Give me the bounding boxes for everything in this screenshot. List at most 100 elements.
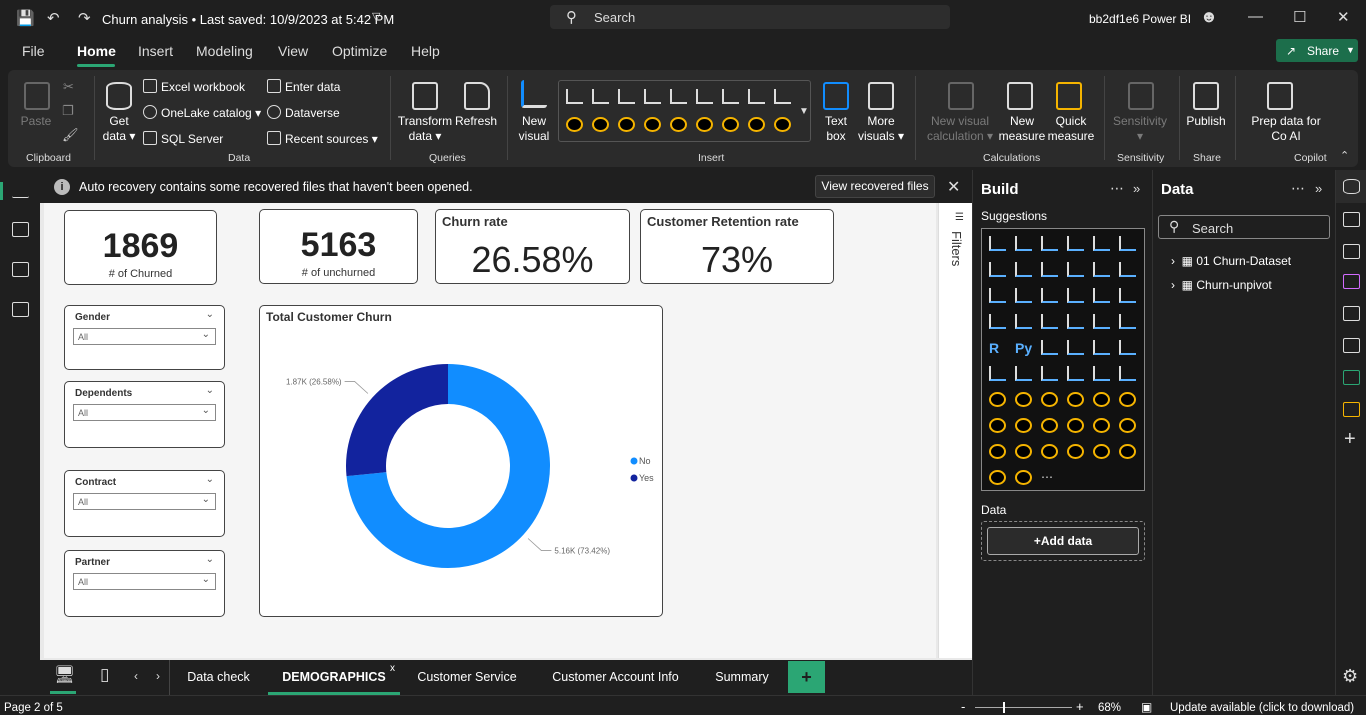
settings-gear-icon[interactable]: ⚙ [1342, 666, 1359, 686]
contract-slicer[interactable]: Contract ⌄ All ⌄ [64, 470, 225, 537]
stacked-column-100-icon[interactable] [1119, 236, 1136, 251]
custom-visual-icon[interactable] [566, 117, 583, 132]
visual-gallery[interactable] [558, 80, 811, 142]
quick-measure-button[interactable]: Quick measure [1047, 114, 1095, 143]
map-icon[interactable] [1015, 314, 1032, 329]
stacked-bar-100-icon[interactable] [670, 89, 687, 104]
legend-label-yes[interactable]: Yes [639, 473, 654, 483]
table-icon[interactable] [1093, 340, 1110, 355]
dataverse-button[interactable]: Dataverse [267, 105, 340, 120]
tab-optimize[interactable]: Optimize [332, 43, 388, 59]
stacked-area-icon[interactable] [1041, 262, 1058, 277]
custom-14-icon[interactable] [1093, 444, 1110, 459]
page-tab-demographics[interactable]: DEMOGRAPHICS [268, 660, 400, 695]
clustered-bar-icon[interactable] [1041, 236, 1058, 251]
multi-row-card-icon[interactable]: Py [1015, 340, 1033, 356]
more-visuals-icon[interactable]: ⋯ [1041, 470, 1053, 484]
tab-file[interactable]: File [22, 43, 45, 59]
new-visual-calculation-button[interactable]: New visual calculation ▾ [926, 114, 994, 143]
custom-15-icon[interactable] [1119, 444, 1136, 459]
custom-5-icon[interactable] [1015, 418, 1032, 433]
close-tab-icon[interactable]: x [390, 663, 395, 674]
zoom-out-icon[interactable]: - [961, 699, 966, 714]
dependents-dropdown[interactable]: All ⌄ [73, 404, 216, 421]
copilot-icon[interactable] [1343, 274, 1360, 289]
line-icon[interactable] [989, 262, 1006, 277]
custom-3-icon[interactable] [1119, 392, 1136, 407]
sync-slicers-icon[interactable] [1343, 370, 1360, 385]
custom-6-icon[interactable] [1041, 418, 1058, 433]
kpi-churned-card[interactable]: 1869 # of Churned [64, 210, 217, 285]
paginated-icon[interactable] [1015, 392, 1032, 407]
stacked-column-100-icon[interactable] [696, 89, 713, 104]
partner-dropdown[interactable]: All ⌄ [73, 573, 216, 590]
refresh-button[interactable]: Refresh [454, 114, 498, 128]
copy-icon[interactable]: ❐ [62, 103, 74, 118]
dax-query-view-icon[interactable] [12, 302, 29, 317]
gender-slicer[interactable]: Gender ⌄ All ⌄ [64, 305, 225, 370]
azure-map-icon[interactable] [1093, 314, 1110, 329]
account-name[interactable]: bb2df1e6 Power BI [1089, 12, 1192, 26]
churn-donut-card[interactable]: Total Customer Churn 5.16K (73.42%) 1.87K… [259, 305, 663, 617]
tab-help[interactable]: Help [411, 43, 440, 59]
model-view-icon[interactable] [12, 262, 29, 277]
paste-button[interactable]: Paste [20, 114, 52, 128]
sensitivity-button[interactable]: Sensitivity ▾ [1112, 114, 1168, 143]
custom-visual-icon[interactable] [670, 117, 687, 132]
transform-data-button[interactable]: Transform data ▾ [397, 114, 453, 143]
chevron-down-icon[interactable]: ⌄ [205, 309, 214, 320]
new-visual-button[interactable]: New visual [518, 114, 550, 143]
fit-to-page-icon[interactable]: ▣ [1141, 700, 1153, 714]
custom-16-icon[interactable] [989, 470, 1006, 485]
churn-rate-card[interactable]: Churn rate 26.58% [435, 209, 630, 284]
partner-slicer[interactable]: Partner ⌄ All ⌄ [64, 550, 225, 617]
custom-visual-icon[interactable] [644, 117, 661, 132]
gauge-icon[interactable] [1119, 314, 1136, 329]
kpi-icon[interactable] [1041, 340, 1058, 355]
close-icon[interactable]: ✕ [947, 179, 961, 196]
undo-icon[interactable]: ↶ [47, 10, 60, 27]
new-measure-button[interactable]: New measure [998, 114, 1046, 143]
filters-pane[interactable]: ☰ Filters [938, 203, 972, 658]
custom-17-icon[interactable] [1015, 470, 1032, 485]
tab-home[interactable]: Home [77, 43, 116, 59]
format-icon[interactable] [1343, 244, 1360, 259]
prep-data-button[interactable]: Prep data for Co AI [1251, 114, 1321, 143]
user-avatar-icon[interactable]: ☻ [1200, 7, 1218, 26]
add-page-button[interactable]: + [788, 661, 825, 693]
scatter-icon[interactable] [1067, 288, 1084, 303]
custom-9-icon[interactable] [1119, 418, 1136, 433]
tab-view[interactable]: View [278, 43, 309, 59]
recent-sources-button[interactable]: Recent sources ▾ [267, 131, 378, 146]
area-icon[interactable] [1015, 262, 1032, 277]
stacked-bar-icon[interactable] [566, 89, 583, 104]
tab-modeling[interactable]: Modeling [196, 43, 253, 59]
more-options-icon[interactable]: ⋯ [1291, 180, 1305, 196]
data-search-input[interactable]: ⚲ Search [1158, 215, 1330, 239]
zoom-slider-thumb[interactable] [1003, 702, 1005, 713]
custom-visual-icon[interactable] [592, 117, 609, 132]
custom-4-icon[interactable] [989, 418, 1006, 433]
gallery-expand-icon[interactable]: ▼ [799, 106, 809, 117]
format-painter-icon[interactable]: 🖌 [62, 127, 79, 142]
line-column-icon[interactable] [1119, 262, 1136, 277]
table-item[interactable]: › ▦ 01 Churn-Dataset [1171, 254, 1292, 268]
line-clustered-icon[interactable] [989, 288, 1006, 303]
publish-button[interactable]: Publish [1186, 114, 1226, 128]
custom-visual-icon[interactable] [722, 117, 739, 132]
build-pane-icon[interactable] [1343, 212, 1360, 227]
clustered-column-icon[interactable] [644, 89, 661, 104]
mobile-layout-icon[interactable]: ▯ [100, 665, 110, 684]
shape-map-icon[interactable] [1067, 314, 1084, 329]
gender-dropdown[interactable]: All ⌄ [73, 328, 216, 345]
card-icon[interactable]: R [989, 340, 1000, 356]
funnel-icon[interactable] [1041, 288, 1058, 303]
sql-server-button[interactable]: SQL Server [143, 131, 223, 146]
decomposition-tree-icon[interactable] [1067, 366, 1084, 381]
table-item[interactable]: › ▦ Churn-unpivot [1171, 278, 1272, 292]
cut-icon[interactable]: ✂ [63, 79, 74, 94]
clustered-bar-icon[interactable] [618, 89, 635, 104]
custom-visual-icon[interactable] [774, 117, 791, 132]
search-input[interactable]: ⚲ Search [550, 5, 950, 29]
save-icon[interactable]: 💾 [16, 10, 35, 27]
